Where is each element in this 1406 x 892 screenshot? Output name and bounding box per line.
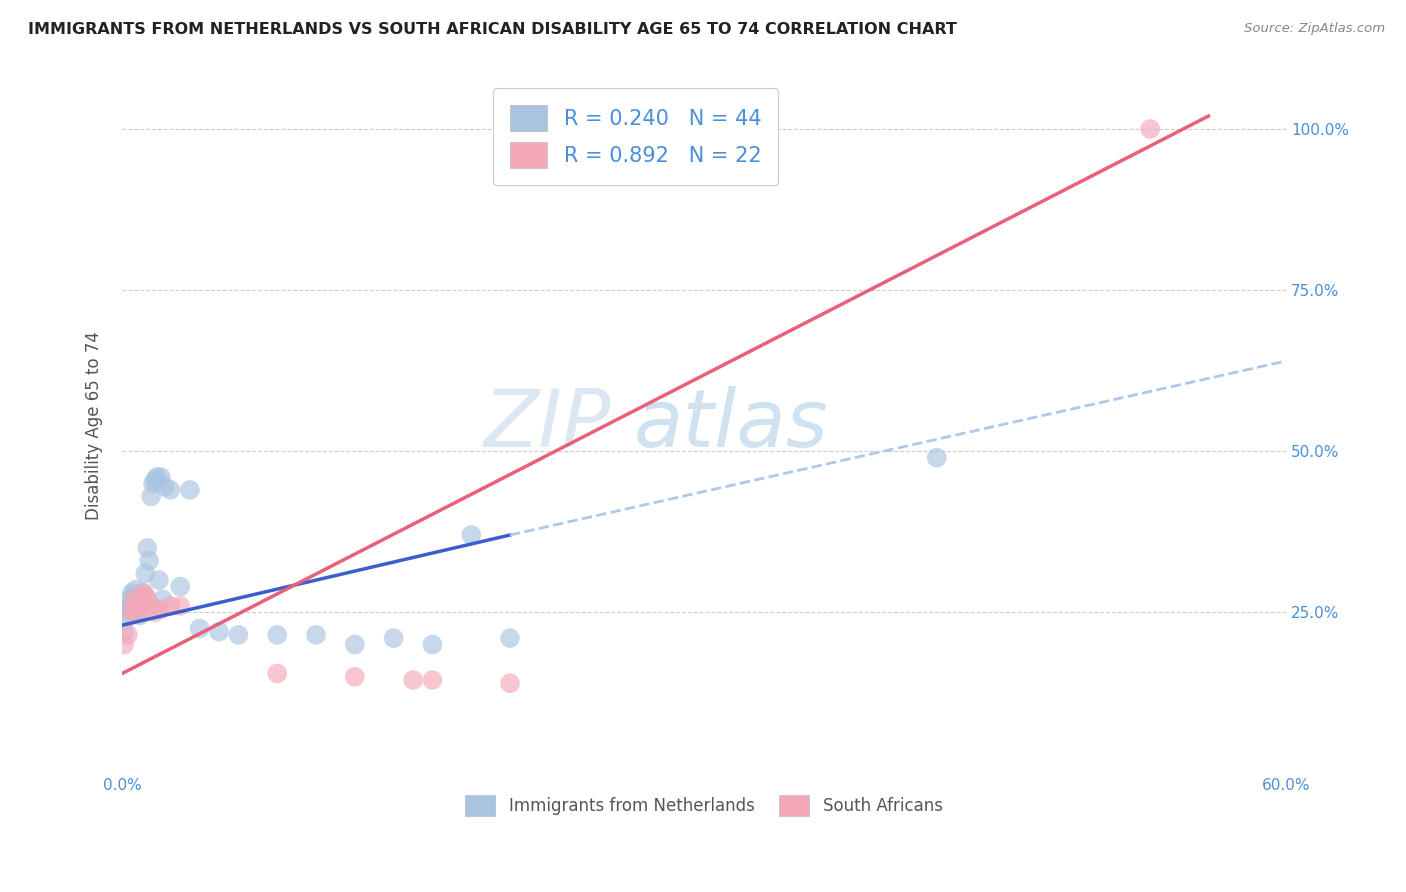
Point (127, 605, 149, 619)
Text: Source: ZipAtlas.com: Source: ZipAtlas.com (1244, 22, 1385, 36)
Point (159, 483, 181, 497)
Point (122, 592, 145, 607)
Point (118, 592, 141, 607)
Point (382, 631, 405, 645)
Point (343, 638, 366, 652)
Point (142, 476, 165, 491)
Point (128, 608, 150, 623)
Point (112, 638, 135, 652)
Point (152, 592, 174, 607)
Point (131, 596, 153, 610)
Point (143, 605, 166, 619)
Point (343, 670, 366, 684)
Point (121, 596, 143, 610)
Point (124, 599, 146, 613)
Point (305, 628, 328, 642)
Point (146, 470, 169, 484)
Point (266, 628, 288, 642)
Point (136, 592, 159, 607)
Text: ZIP: ZIP (484, 386, 610, 465)
Point (122, 589, 145, 603)
Point (112, 624, 135, 639)
Point (124, 582, 146, 597)
Point (460, 528, 482, 542)
Point (402, 673, 425, 687)
Point (159, 599, 181, 613)
Point (122, 605, 145, 619)
Point (117, 628, 139, 642)
Point (118, 602, 141, 616)
Point (141, 599, 163, 613)
Point (149, 602, 172, 616)
Point (188, 622, 211, 636)
Point (127, 599, 149, 613)
Point (228, 628, 250, 642)
Point (132, 586, 155, 600)
Point (422, 673, 444, 687)
Point (121, 586, 143, 600)
Text: atlas: atlas (634, 386, 830, 465)
Point (134, 566, 156, 581)
Point (117, 605, 139, 619)
Point (169, 580, 191, 594)
Point (1139, 122, 1161, 136)
Point (153, 480, 176, 494)
Point (169, 599, 191, 613)
Point (138, 554, 160, 568)
Point (124, 596, 146, 610)
Point (208, 624, 231, 639)
Point (266, 666, 288, 681)
Point (179, 483, 201, 497)
Legend: Immigrants from Netherlands, South Africans: Immigrants from Netherlands, South Afric… (457, 786, 950, 824)
Point (117, 599, 139, 613)
Point (925, 450, 948, 465)
Point (128, 592, 150, 607)
Point (499, 631, 522, 645)
Point (143, 473, 166, 487)
Point (115, 612, 138, 626)
Point (134, 589, 156, 603)
Y-axis label: Disability Age 65 to 74: Disability Age 65 to 74 (86, 331, 103, 520)
Point (149, 470, 172, 484)
Point (422, 638, 444, 652)
Point (132, 586, 155, 600)
Point (136, 541, 159, 555)
Point (128, 592, 150, 607)
Point (499, 676, 522, 690)
Point (127, 592, 149, 607)
Point (121, 605, 143, 619)
Point (131, 602, 153, 616)
Point (141, 489, 163, 503)
Text: IMMIGRANTS FROM NETHERLANDS VS SOUTH AFRICAN DISABILITY AGE 65 TO 74 CORRELATION: IMMIGRANTS FROM NETHERLANDS VS SOUTH AFR… (28, 22, 957, 37)
Point (148, 573, 170, 587)
Point (131, 596, 153, 610)
